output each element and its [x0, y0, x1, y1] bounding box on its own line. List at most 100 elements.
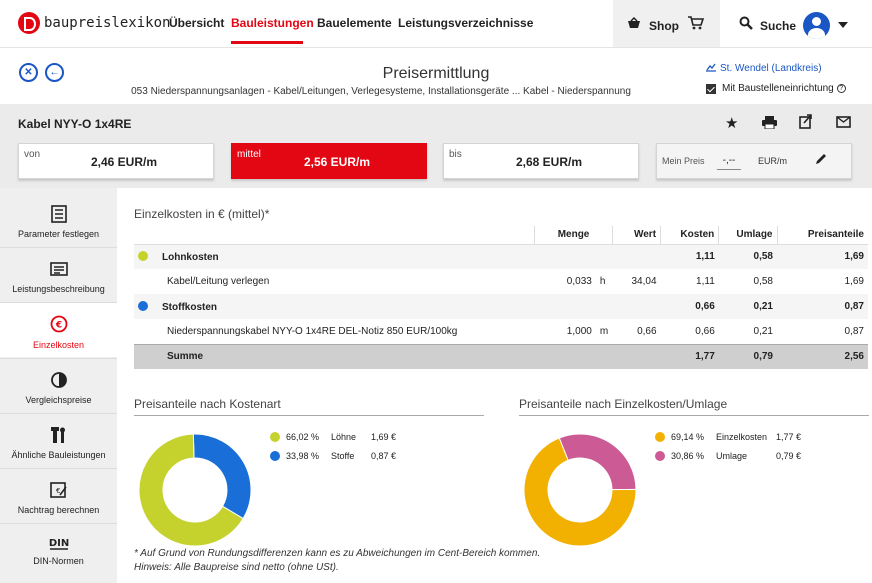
sidebar-item-parameter[interactable]: Parameter festlegen — [0, 199, 117, 253]
cell-anteil: 0,87 — [844, 325, 864, 337]
nav-item-bauleistungen[interactable]: Bauleistungen — [231, 16, 314, 30]
legend-swatch — [655, 450, 665, 461]
table-row-summe: Summe 1,77 0,79 2,56 — [134, 343, 868, 369]
cell-anteil: 2,56 — [777, 343, 868, 369]
legend-name: Stoffe — [331, 450, 355, 461]
legend-item: 33,98 % Stoffe 0,87 € — [270, 446, 396, 465]
sidebar-item-label: Nachtrag berechnen — [17, 505, 100, 515]
costs-table: Menge Wert Kosten Umlage Preisanteile Lo… — [134, 226, 868, 369]
cell-umlage: 0,58 — [753, 276, 773, 287]
cell-umlage: 0,21 — [718, 294, 777, 319]
sidebar-divider — [0, 358, 117, 359]
construction-site-checkbox-row[interactable]: Mit Baustelleneinrichtung ? — [706, 83, 846, 94]
footnote: * Auf Grund von Rundungsdifferenzen kann… — [134, 547, 540, 575]
logo[interactable]: baupreislexikon — [18, 12, 170, 34]
sidebar-divider — [0, 247, 117, 248]
avatar[interactable] — [803, 12, 830, 39]
region-link[interactable]: St. Wendel (Landkreis) — [706, 63, 822, 74]
title-area: ✕ ← Preisermittlung 053 Niederspannungsa… — [0, 48, 872, 104]
donut-slice-stoffe[interactable] — [192, 434, 251, 520]
page-title: Preisermittlung — [382, 65, 490, 82]
legend-swatch — [270, 431, 280, 442]
price-mittel-label: mittel — [237, 149, 261, 160]
export-icon[interactable] — [799, 114, 813, 129]
back-arrow-icon[interactable]: ← — [45, 63, 64, 82]
price-von-label: von — [24, 149, 41, 160]
column-header-umlage: Umlage — [718, 226, 777, 245]
category-name: Stoffkosten — [162, 301, 217, 313]
cell-kosten: 0,66 — [660, 294, 719, 319]
cell-kosten: 1,11 — [696, 276, 715, 287]
cell-umlage: 0,79 — [718, 343, 777, 369]
legend-kostenart: 66,02 % Löhne 1,69 € 33,98 % Stoffe 0,87… — [270, 427, 396, 465]
sidebar-item-din-normen[interactable]: DIN DIN-Normen — [0, 528, 117, 582]
breadcrumb: 053 Niederspannungsanlagen - Kabel/Leitu… — [131, 86, 631, 97]
svg-text:€: € — [55, 321, 62, 331]
sidebar-item-nachtrag-berechnen[interactable]: € Nachtrag berechnen — [0, 475, 117, 529]
chevron-down-icon[interactable] — [838, 22, 848, 28]
price-box-von: von 2,46 EUR/m — [18, 143, 214, 179]
shop-button[interactable]: Shop — [613, 0, 720, 47]
sidebar-item-einzelkosten[interactable]: € Einzelkosten — [0, 303, 117, 357]
star-icon[interactable]: ★ — [725, 115, 739, 132]
search-icon[interactable] — [739, 16, 753, 30]
din-icon: DIN — [49, 538, 69, 550]
table-row: Niederspannungskabel NYY-O 1x4RE DEL-Not… — [134, 319, 868, 344]
sidebar-item-leistungsbeschreibung[interactable]: Leistungsbeschreibung — [0, 254, 117, 308]
sidebar-item-aehnliche-bauleistungen[interactable]: Ähnliche Bauleistungen — [0, 420, 117, 474]
my-price-input[interactable]: -,-- — [717, 152, 741, 170]
euro-icon: € — [50, 315, 68, 333]
price-mittel-value: 2,56 EUR/m — [303, 155, 370, 169]
top-navigation: baupreislexikon Übersicht Bauleistungen … — [0, 0, 872, 48]
column-header-kosten: Kosten — [660, 226, 719, 245]
logo-text: baupreislexikon — [44, 15, 171, 31]
legend-name: Einzelkosten — [716, 431, 768, 442]
svg-text:€: € — [56, 487, 60, 495]
legend-name: Löhne — [331, 431, 357, 442]
legend-pct: 30,86 % — [671, 450, 705, 461]
sidebar-item-label: Leistungsbeschreibung — [12, 284, 105, 294]
sidebar-item-label: Vergleichspreise — [25, 395, 92, 405]
donut-slice-löhne[interactable] — [139, 434, 244, 546]
logo-mark-icon — [18, 12, 40, 34]
nav-item-leistungsverzeichnisse[interactable]: Leistungsverzeichnisse — [398, 16, 534, 30]
sidebar-divider — [0, 302, 117, 303]
donut-slice-umlage[interactable] — [558, 434, 636, 491]
legend-einzelkosten-umlage: 69,14 % Einzelkosten 1,77 € 30,86 % Umla… — [655, 427, 801, 465]
cell-name: Niederspannungskabel NYY-O 1x4RE DEL-Not… — [167, 325, 458, 337]
column-header-preisanteile: Preisanteile — [776, 226, 868, 245]
chart-title-kostenart: Preisanteile nach Kostenart — [134, 397, 484, 416]
parameter-icon — [51, 205, 67, 223]
stoff-dot — [138, 300, 148, 311]
sidebar-item-label: Parameter festlegen — [17, 229, 100, 239]
mail-icon[interactable] — [836, 116, 852, 128]
sidebar-item-label: Ähnliche Bauleistungen — [11, 450, 106, 460]
print-icon[interactable] — [762, 116, 777, 129]
info-icon[interactable]: ? — [836, 84, 846, 93]
chart-title-einzelkosten-umlage: Preisanteile nach Einzelkosten/Umlage — [519, 397, 869, 416]
item-name: Kabel NYY-O 1x4RE — [18, 117, 132, 131]
nav-item-bauelemente[interactable]: Bauelemente — [317, 16, 392, 30]
footnote-line-1: * Auf Grund von Rundungsdifferenzen kann… — [134, 548, 541, 559]
donut-slice-einzelkosten[interactable] — [524, 437, 636, 546]
legend-item: 66,02 % Löhne 1,69 € — [270, 427, 396, 446]
search-label[interactable]: Suche — [760, 19, 797, 33]
legend-swatch — [655, 431, 665, 442]
legend-pct: 66,02 % — [286, 431, 320, 442]
cell-anteil: 1,69 — [777, 244, 868, 269]
pencil-icon[interactable] — [815, 152, 828, 165]
cart-icon[interactable] — [688, 16, 704, 30]
sidebar-item-vergleichspreise[interactable]: Vergleichspreise — [0, 365, 117, 419]
costs-section-title: Einzelkosten in € (mittel)* — [134, 207, 270, 221]
main-content: Einzelkosten in € (mittel)* Menge Wert K… — [117, 188, 872, 583]
description-icon — [50, 262, 68, 276]
construction-site-checkbox[interactable] — [706, 83, 716, 94]
cell-name: Kabel/Leitung verlegen — [167, 276, 270, 287]
tools-icon[interactable]: ✕ — [19, 63, 38, 82]
cell-wert: 34,04 — [631, 276, 657, 287]
my-price-box: Mein Preis -,-- EUR/m — [656, 143, 852, 179]
nav-item-uebersicht[interactable]: Übersicht — [169, 16, 225, 30]
price-box-bis: bis 2,68 EUR/m — [443, 143, 639, 179]
price-box-mittel: mittel 2,56 EUR/m — [231, 143, 427, 179]
calculator-icon: € — [50, 482, 67, 498]
